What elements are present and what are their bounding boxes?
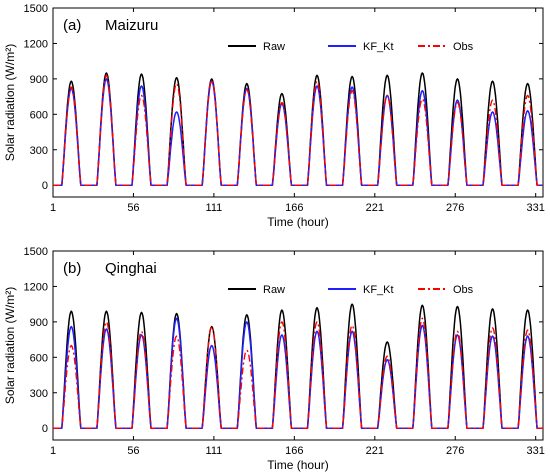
y-tick-label: 900 xyxy=(30,74,48,86)
x-tick-label: 111 xyxy=(206,445,223,457)
x-axis-label: Time (hour) xyxy=(267,458,329,472)
series-line-kf-kt xyxy=(52,78,544,186)
legend-label: Raw xyxy=(263,284,285,296)
x-tick-label: 111 xyxy=(206,202,223,214)
series-line-kf-kt xyxy=(52,317,544,429)
x-tick-label: 1 xyxy=(50,445,56,457)
y-tick-label: 1500 xyxy=(24,3,48,15)
plot-frame xyxy=(52,250,544,441)
x-tick-label: 166 xyxy=(285,445,303,457)
series-line-raw xyxy=(52,303,544,429)
plot-frame xyxy=(52,7,544,198)
x-tick-label: 276 xyxy=(446,202,464,214)
series-line-obs xyxy=(53,74,543,186)
y-tick-label: 600 xyxy=(30,109,48,121)
y-tick-label: 0 xyxy=(42,423,48,435)
y-tick-label: 300 xyxy=(30,145,48,157)
x-tick-label: 221 xyxy=(366,445,384,457)
y-tick-label: 0 xyxy=(42,180,48,192)
y-tick-label: 1200 xyxy=(24,38,48,50)
panel-label: (a) xyxy=(63,17,81,34)
x-tick-label: 276 xyxy=(446,445,464,457)
x-tick-label: 331 xyxy=(527,202,545,214)
x-tick-label: 331 xyxy=(527,445,545,457)
legend-label: Obs xyxy=(453,41,474,53)
legend-label: Obs xyxy=(453,284,474,296)
x-tick-label: 56 xyxy=(127,445,139,457)
legend-label: KF_Kt xyxy=(363,284,394,296)
panel-maizuru: 0 300 600 900 1200 1500 1 56 111 166 221 276 331 Time… xyxy=(3,3,545,229)
panel-label: (b) xyxy=(63,260,81,277)
y-axis-label: Solar radiation (W/m²) xyxy=(3,287,17,404)
station-name: Maizuru xyxy=(105,17,158,34)
x-tick-label: 1 xyxy=(50,202,56,214)
series-line-obs xyxy=(53,317,543,429)
y-tick-label: 900 xyxy=(30,317,48,329)
y-tick-label: 1500 xyxy=(24,246,48,258)
station-name: Qinghai xyxy=(105,260,157,277)
panel-qinghai: 0 300 600 900 1200 1500 1 56 111 166 221 276 331 Time… xyxy=(3,246,545,472)
legend-label: Raw xyxy=(263,41,285,53)
series-line-raw xyxy=(52,72,544,186)
x-axis-label: Time (hour) xyxy=(267,215,329,229)
x-tick-label: 166 xyxy=(285,202,303,214)
y-tick-label: 600 xyxy=(30,352,48,364)
y-tick-label: 300 xyxy=(30,388,48,400)
legend-label: KF_Kt xyxy=(363,41,394,53)
y-axis-label: Solar radiation (W/m²) xyxy=(3,44,17,161)
x-tick-label: 56 xyxy=(127,202,139,214)
y-tick-label: 1200 xyxy=(24,281,48,293)
x-tick-label: 221 xyxy=(366,202,384,214)
